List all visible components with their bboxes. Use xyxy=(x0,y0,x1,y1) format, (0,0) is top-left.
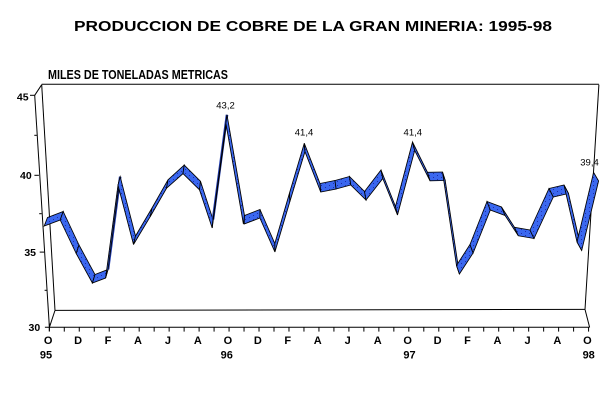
svg-text:97: 97 xyxy=(403,350,415,362)
svg-text:39,4: 39,4 xyxy=(580,157,599,168)
svg-text:D: D xyxy=(74,335,82,347)
svg-text:J: J xyxy=(524,335,530,347)
svg-text:98: 98 xyxy=(583,350,595,362)
svg-text:A: A xyxy=(194,335,202,347)
svg-text:40: 40 xyxy=(20,170,32,182)
svg-text:PRODUCCION DE COBRE DE LA GRAN: PRODUCCION DE COBRE DE LA GRAN MINERIA: … xyxy=(74,19,552,35)
svg-text:F: F xyxy=(464,335,471,347)
svg-text:A: A xyxy=(553,335,561,347)
svg-text:41,4: 41,4 xyxy=(404,127,423,138)
svg-text:J: J xyxy=(165,335,171,347)
svg-text:A: A xyxy=(374,335,382,347)
svg-text:30: 30 xyxy=(29,322,41,334)
svg-text:J: J xyxy=(345,335,351,347)
svg-text:95: 95 xyxy=(40,350,52,362)
svg-text:F: F xyxy=(105,335,112,347)
svg-text:A: A xyxy=(134,335,142,347)
svg-text:O: O xyxy=(44,335,53,347)
svg-text:O: O xyxy=(224,335,233,347)
svg-text:A: A xyxy=(314,335,322,347)
svg-text:O: O xyxy=(403,335,412,347)
svg-text:35: 35 xyxy=(24,247,36,259)
svg-text:45: 45 xyxy=(17,92,29,104)
svg-text:F: F xyxy=(284,335,291,347)
svg-text:D: D xyxy=(434,335,442,347)
svg-text:41,4: 41,4 xyxy=(295,127,314,138)
svg-text:MILES DE TONELADAS METRICAS: MILES DE TONELADAS METRICAS xyxy=(48,68,228,82)
svg-text:O: O xyxy=(583,335,592,347)
svg-text:D: D xyxy=(254,335,262,347)
svg-text:96: 96 xyxy=(221,350,233,362)
svg-text:43,2: 43,2 xyxy=(216,100,235,111)
svg-text:A: A xyxy=(494,335,502,347)
